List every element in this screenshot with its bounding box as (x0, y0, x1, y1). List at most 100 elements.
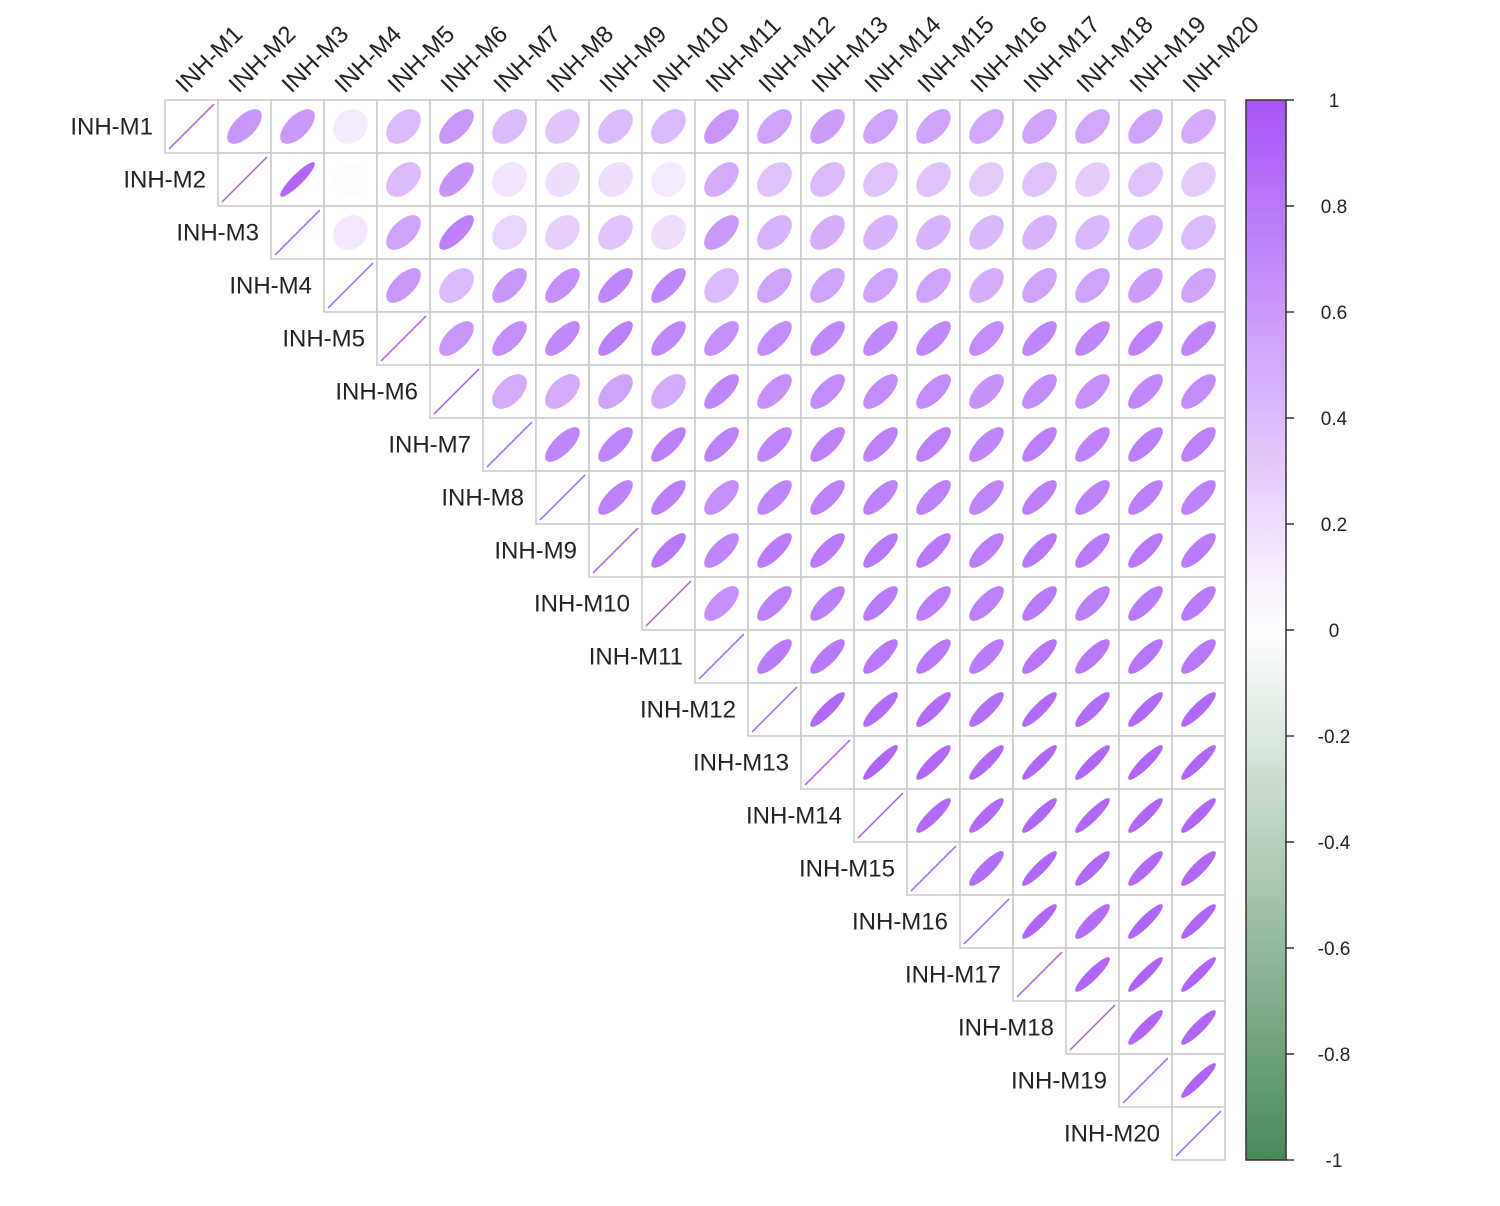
correlation-ellipse (1022, 904, 1057, 939)
cell-13-19 (1118, 735, 1173, 790)
cell-1-19 (1118, 99, 1173, 154)
correlation-ellipse (1022, 162, 1057, 197)
cell-13-18 (1065, 735, 1120, 790)
correlation-ellipse (863, 639, 898, 674)
correlation-ellipse (1128, 268, 1163, 303)
cell-2-9 (588, 152, 643, 207)
row-label: INH-M4 (229, 273, 312, 300)
correlation-ellipse (333, 162, 368, 197)
cell-15-15 (906, 841, 961, 896)
correlation-ellipse (1022, 321, 1057, 356)
colorbar-tick-label: -0.6 (1318, 939, 1351, 960)
correlation-ellipse (1022, 639, 1057, 674)
cell-border (959, 576, 1014, 631)
correlation-ellipse (863, 374, 898, 409)
correlation-ellipse (598, 109, 633, 144)
correlation-ellipse (333, 109, 368, 144)
correlation-ellipse (757, 268, 792, 303)
cell-1-16 (959, 99, 1014, 154)
cell-6-7 (482, 364, 537, 419)
cell-1-20 (1171, 99, 1226, 154)
cell-10-15 (906, 576, 961, 631)
correlation-ellipse (1128, 533, 1163, 568)
correlation-ellipse (651, 109, 686, 144)
correlation-ellipse (704, 480, 739, 515)
correlation-ellipse (1128, 904, 1163, 939)
colorbar-tick-label: 0.4 (1321, 409, 1348, 430)
cell-border (482, 205, 537, 260)
cell-6-19 (1118, 364, 1173, 419)
correlation-ellipse (598, 215, 633, 250)
correlation-ellipse (757, 639, 792, 674)
row-label: INH-M3 (176, 220, 259, 247)
correlation-ellipse (810, 268, 845, 303)
correlation-ellipse (1128, 957, 1163, 992)
correlation-ellipse (757, 586, 792, 621)
row-label: INH-M6 (335, 379, 418, 406)
correlation-ellipse (1075, 321, 1110, 356)
colorbar: 1 0.8 0.6 0.4 0.2 0 -0.2 -0.4 -0.6 -0.8 -1 (1245, 91, 1351, 1172)
colorbar-tick-label: 0.6 (1321, 303, 1347, 324)
cell-12-19 (1118, 682, 1173, 737)
cell-13-15 (906, 735, 961, 790)
correlation-ellipse (810, 215, 845, 250)
correlation-ellipse (1075, 957, 1110, 992)
correlation-ellipse (1181, 904, 1216, 939)
cell-2-16 (959, 152, 1014, 207)
correlation-ellipse (439, 215, 474, 250)
cell-7-9 (588, 417, 643, 472)
cell-10-12 (747, 576, 802, 631)
correlation-ellipse (1075, 798, 1110, 833)
cell-1-8 (535, 99, 590, 154)
cell-border (1171, 258, 1226, 313)
correlation-ellipse (545, 109, 580, 144)
cell-3-16 (959, 205, 1014, 260)
cell-3-18 (1065, 205, 1120, 260)
cell-4-8 (535, 258, 590, 313)
cell-7-19 (1118, 417, 1173, 472)
cell-11-11 (694, 629, 749, 684)
correlation-ellipse (386, 215, 421, 250)
cell-2-13 (800, 152, 855, 207)
cell-16-19 (1118, 894, 1173, 949)
correlation-ellipse (1075, 109, 1110, 144)
cell-border (1118, 682, 1173, 737)
cell-3-12 (747, 205, 802, 260)
cell-15-19 (1118, 841, 1173, 896)
correlation-ellipse (492, 215, 527, 250)
correlation-ellipse (916, 586, 951, 621)
row-labels: INH-M1 INH-M2 INH-M3 INH-M4 INH-M5 INH-M6 INH-… (70, 114, 1160, 1148)
cell-5-12 (747, 311, 802, 366)
diagonal-line (274, 209, 321, 256)
correlation-ellipse (810, 639, 845, 674)
cell-3-5 (376, 205, 431, 260)
cell-14-15 (906, 788, 961, 843)
correlation-ellipse (545, 268, 580, 303)
row-label: INH-M11 (589, 644, 683, 671)
cell-8-13 (800, 470, 855, 525)
cell-2-3 (270, 152, 325, 207)
diagonal-line (857, 792, 904, 839)
cell-14-18 (1065, 788, 1120, 843)
correlation-ellipse (1128, 639, 1163, 674)
cell-7-10 (641, 417, 696, 472)
cell-11-12 (747, 629, 802, 684)
cell-9-15 (906, 523, 961, 578)
diagonal-line (327, 262, 374, 309)
diagonal-line (486, 421, 533, 468)
cell-7-18 (1065, 417, 1120, 472)
cell-5-8 (535, 311, 590, 366)
correlation-ellipse (1075, 374, 1110, 409)
cell-16-20 (1171, 894, 1226, 949)
correlation-ellipse (704, 374, 739, 409)
cell-1-1 (164, 99, 219, 154)
correlation-ellipse (704, 586, 739, 621)
correlation-ellipse (1128, 1010, 1163, 1045)
cell-16-16 (959, 894, 1014, 949)
cell-10-20 (1171, 576, 1226, 631)
correlation-ellipse (1022, 268, 1057, 303)
correlation-ellipse (598, 480, 633, 515)
cell-8-8 (535, 470, 590, 525)
